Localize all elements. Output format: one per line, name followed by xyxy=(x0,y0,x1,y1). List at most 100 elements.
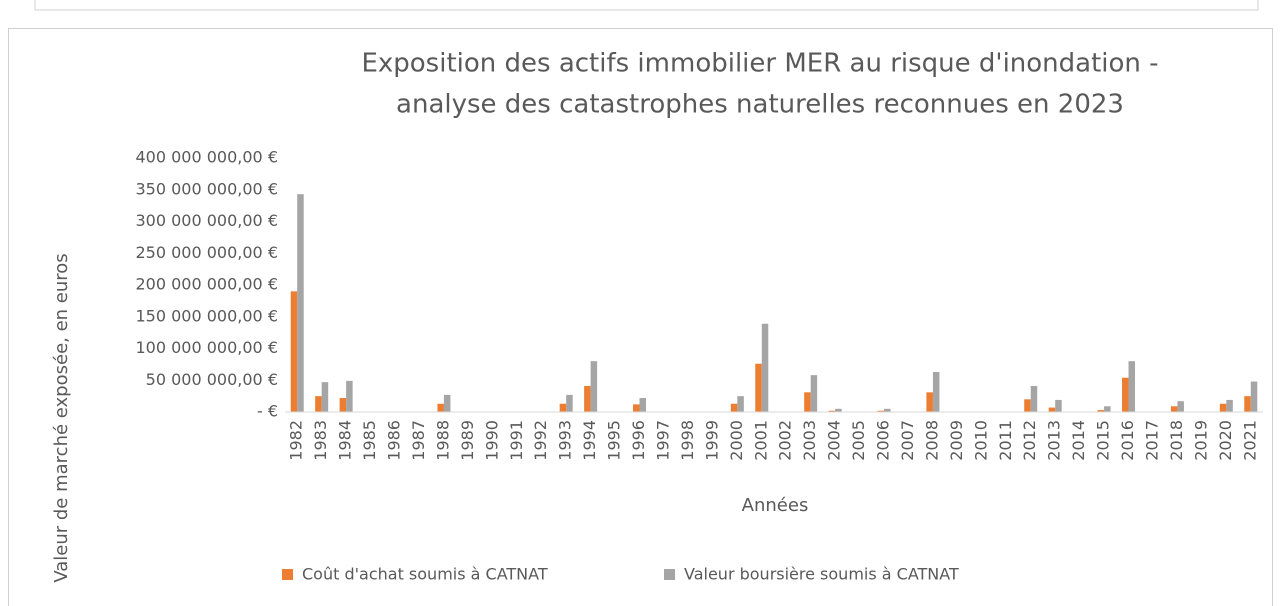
bar xyxy=(437,403,444,412)
y-tick-label: 150 000 000,00 € xyxy=(136,306,279,325)
x-tick-label: 2012 xyxy=(1020,420,1039,461)
x-tick-label: 2016 xyxy=(1118,420,1137,461)
x-tick-label: 2019 xyxy=(1191,420,1210,461)
x-axis-title: Années xyxy=(742,495,809,516)
bar xyxy=(810,375,818,412)
bar xyxy=(1170,406,1178,412)
x-tick-label: 2005 xyxy=(849,420,868,461)
bar xyxy=(828,410,836,412)
x-tick-label: 2010 xyxy=(971,420,990,461)
bar xyxy=(297,194,304,412)
legend-swatch xyxy=(664,569,675,580)
x-tick-label: 1994 xyxy=(580,420,599,461)
bar xyxy=(932,371,940,412)
bar xyxy=(290,291,298,412)
bar xyxy=(1048,407,1056,412)
x-tick-label: 1998 xyxy=(678,420,697,461)
y-tick-label: 250 000 000,00 € xyxy=(136,243,279,262)
x-tick-label: 2018 xyxy=(1167,420,1186,461)
x-tick-label: 1987 xyxy=(409,420,428,461)
bar xyxy=(1244,396,1251,412)
x-tick-label: 2017 xyxy=(1142,420,1161,461)
x-tick-label: 1992 xyxy=(531,420,550,461)
x-tick-label: 1999 xyxy=(702,420,721,461)
x-tick-label: 1991 xyxy=(507,420,526,461)
y-tick-label: 200 000 000,00 € xyxy=(136,275,279,294)
chart-title: analyse des catastrophes naturelles reco… xyxy=(396,90,1124,120)
bar xyxy=(884,408,891,412)
bar xyxy=(1122,377,1129,412)
bar xyxy=(590,361,598,412)
x-tick-label: 1997 xyxy=(653,420,672,461)
bar xyxy=(737,396,744,412)
legend-swatch xyxy=(282,569,293,580)
x-tick-label: 2013 xyxy=(1045,420,1064,461)
x-tick-label: 1990 xyxy=(482,420,501,461)
x-tick-label: 2004 xyxy=(825,420,844,461)
x-tick-label: 2009 xyxy=(947,420,966,461)
bar xyxy=(443,394,451,412)
bar xyxy=(339,398,347,412)
bar xyxy=(315,396,322,412)
x-tick-label: 1993 xyxy=(556,420,575,461)
y-axis-title: Valeur de marché exposée, en euros xyxy=(51,253,72,582)
x-tick-label: 1985 xyxy=(360,420,379,461)
bar xyxy=(1250,381,1258,412)
x-tick-label: 2001 xyxy=(751,420,770,461)
bar xyxy=(1030,385,1038,412)
x-tick-label: 1996 xyxy=(629,420,648,461)
bar xyxy=(346,380,353,412)
bar xyxy=(1226,399,1233,412)
bar xyxy=(1024,399,1031,412)
bar xyxy=(1055,399,1062,412)
x-tick-label: 2000 xyxy=(727,420,746,461)
bar xyxy=(559,403,567,412)
legend-label: Coût d'achat soumis à CATNAT xyxy=(302,565,548,584)
y-tick-label: 300 000 000,00 € xyxy=(136,211,279,230)
x-tick-label: 2008 xyxy=(922,420,941,461)
x-tick-label: 2011 xyxy=(996,420,1015,461)
y-tick-label: 400 000 000,00 € xyxy=(136,148,279,167)
x-tick-label: 2002 xyxy=(776,420,795,461)
bar xyxy=(639,398,647,412)
y-tick-label: 350 000 000,00 € xyxy=(136,179,279,198)
bar xyxy=(730,403,738,412)
bar xyxy=(804,392,811,412)
bar xyxy=(584,385,591,412)
bar xyxy=(1177,401,1184,412)
x-tick-label: 2015 xyxy=(1094,420,1113,461)
bar xyxy=(755,363,762,412)
top-frame xyxy=(34,0,1259,11)
bar xyxy=(761,323,769,412)
y-tick-label: 100 000 000,00 € xyxy=(136,338,279,357)
bar xyxy=(321,382,329,412)
bar xyxy=(835,408,842,412)
x-tick-label: 2021 xyxy=(1240,420,1259,461)
x-tick-label: 1989 xyxy=(458,420,477,461)
x-tick-label: 1982 xyxy=(287,420,306,461)
x-tick-label: 2003 xyxy=(800,420,819,461)
x-tick-label: 2020 xyxy=(1216,420,1235,461)
x-tick-label: 1995 xyxy=(605,420,624,461)
x-tick-label: 2006 xyxy=(874,420,893,461)
y-tick-label: - € xyxy=(257,402,278,421)
legend-label: Valeur boursière soumis à CATNAT xyxy=(684,565,959,584)
bar xyxy=(1128,361,1136,412)
chart-frame xyxy=(8,28,1273,606)
y-tick-label: 50 000 000,00 € xyxy=(146,370,278,389)
x-tick-label: 1988 xyxy=(433,420,452,461)
bar xyxy=(1104,406,1111,412)
bar xyxy=(1219,403,1227,412)
x-tick-label: 1983 xyxy=(311,420,330,461)
x-tick-label: 1986 xyxy=(385,420,404,461)
x-tick-label: 1984 xyxy=(336,420,355,461)
bar xyxy=(877,410,885,412)
x-tick-label: 2007 xyxy=(898,420,917,461)
bar xyxy=(633,404,640,412)
x-tick-label: 2014 xyxy=(1069,420,1088,461)
bar xyxy=(1097,410,1105,412)
bar xyxy=(566,394,573,412)
chart-title: Exposition des actifs immobilier MER au … xyxy=(361,49,1158,79)
bar xyxy=(926,392,933,412)
